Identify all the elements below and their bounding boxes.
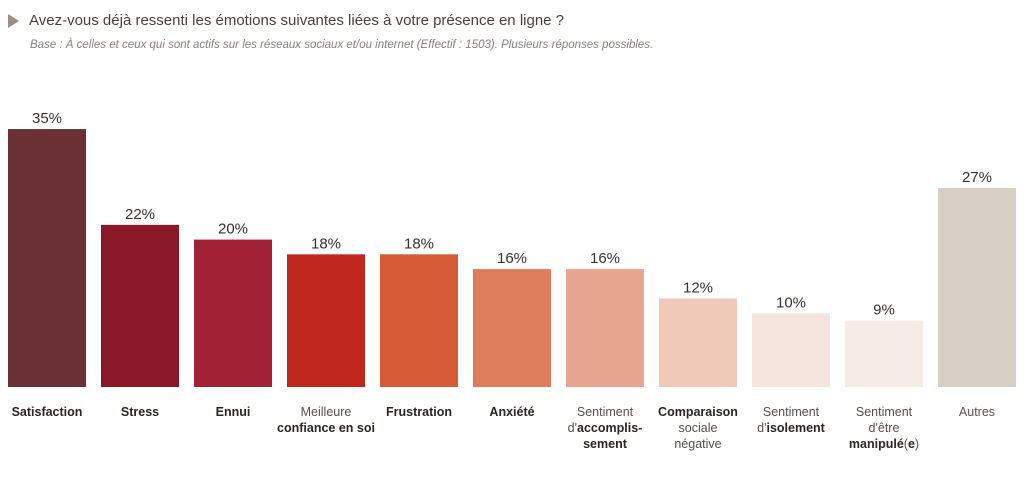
bar-8 [752,313,830,387]
bar-9 [845,320,923,387]
category-label: Sentiment d'isolement [736,404,846,436]
bar-6 [566,269,644,387]
category-label: Meilleure confiance en soi [271,404,381,436]
category-label: Stress [85,404,195,420]
label-segment: sociale [678,421,718,435]
value-label: 16% [590,250,620,267]
bar-2 [194,239,272,387]
bar-3 [287,254,365,387]
bar-7 [659,298,737,387]
bar-5 [473,269,551,387]
triangle-icon [8,13,19,28]
value-label: 10% [776,294,806,311]
value-label: 27% [962,169,992,186]
label-segment: négative [674,437,722,451]
label-segment: Sentiment [855,405,913,419]
value-label: 9% [873,302,895,319]
label-segment: d' [757,421,767,435]
label-segment: Frustration [386,405,452,419]
chart-title: Avez-vous déjà ressenti les émotions sui… [8,12,564,29]
label-segment: Ennui [215,405,251,419]
title-text: Avez-vous déjà ressenti les émotions sui… [29,12,565,29]
value-label: 16% [497,250,527,267]
label-segment: d'être [868,421,900,435]
value-label: 35% [32,110,62,127]
value-label: 22% [125,206,155,223]
value-label: 18% [404,235,434,252]
label-segment: Autres [958,405,996,419]
category-label: Sentiment d'accomplis-sement [550,404,660,452]
category-label: Sentiment d'être manipulé(e) [829,404,939,452]
category-label: Anxiété [457,404,567,420]
label-segment: d' [567,421,578,435]
label-segment: e [907,437,915,451]
label-segment: Meilleure [300,405,352,419]
category-label: Satisfaction [0,404,102,420]
label-segment: sement [583,437,627,451]
category-label: Comparaison sociale négative [643,404,753,452]
category-label: Ennui [178,404,288,420]
label-segment: confiance en soi [277,421,375,435]
label-segment: Satisfaction [11,405,83,419]
value-label: 20% [218,221,248,238]
bar-0 [8,129,86,388]
label-segment: Sentiment [762,405,820,419]
label-segment: Sentiment [576,405,634,419]
chart-subtitle: Base : À celles et ceux qui sont actifs … [30,39,654,51]
label-segment: Anxiété [489,405,535,419]
category-label: Autres [922,404,1024,420]
label-segment: manipulé [848,437,904,451]
bar-4 [380,254,458,387]
label-segment: isolement [766,421,825,435]
label-segment: Comparaison [658,405,738,419]
label-segment: ) [914,437,920,451]
label-segment: Stress [120,405,160,419]
value-label: 18% [311,235,341,252]
category-label: Frustration [364,404,474,420]
label-segment: ( [903,437,908,451]
label-segment: accomplis- [577,421,643,435]
bar-1 [101,224,179,387]
bar-10 [938,188,1016,387]
value-label: 12% [683,280,713,297]
